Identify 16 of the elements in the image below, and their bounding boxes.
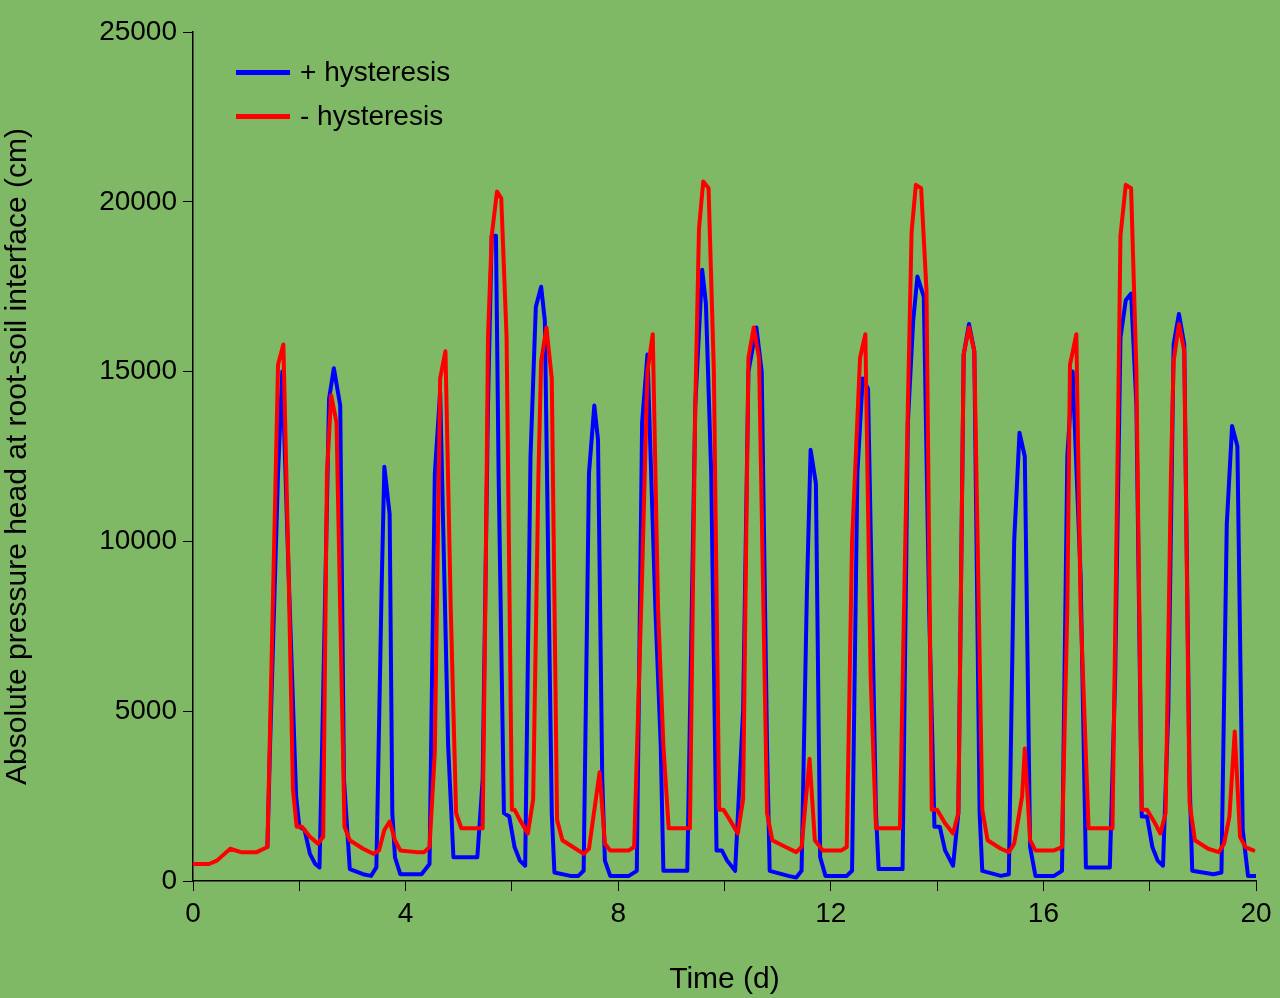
x-tick-label: 16 bbox=[1027, 896, 1059, 928]
x-axis-title: Time (d) bbox=[669, 961, 780, 995]
y-tick-label: 10000 bbox=[99, 524, 177, 556]
y-tick-label: 20000 bbox=[99, 184, 177, 216]
y-tick-label: 0 bbox=[161, 863, 177, 895]
legend-label: - hysteresis bbox=[300, 100, 444, 132]
y-axis-title: Absolute pressure head at root-soil interface (cm) bbox=[0, 128, 33, 785]
x-tick-label: 4 bbox=[397, 896, 414, 928]
y-tick-label: 5000 bbox=[114, 693, 177, 725]
x-tick-label: 8 bbox=[610, 896, 626, 928]
y-tick-label: 25000 bbox=[99, 14, 177, 46]
x-tick-label: 12 bbox=[815, 896, 847, 928]
x-tick-label: 0 bbox=[185, 896, 201, 928]
x-tick-label: 20 bbox=[1240, 896, 1272, 928]
legend-label: + hysteresis bbox=[300, 56, 451, 88]
y-tick-label: 15000 bbox=[99, 354, 177, 386]
